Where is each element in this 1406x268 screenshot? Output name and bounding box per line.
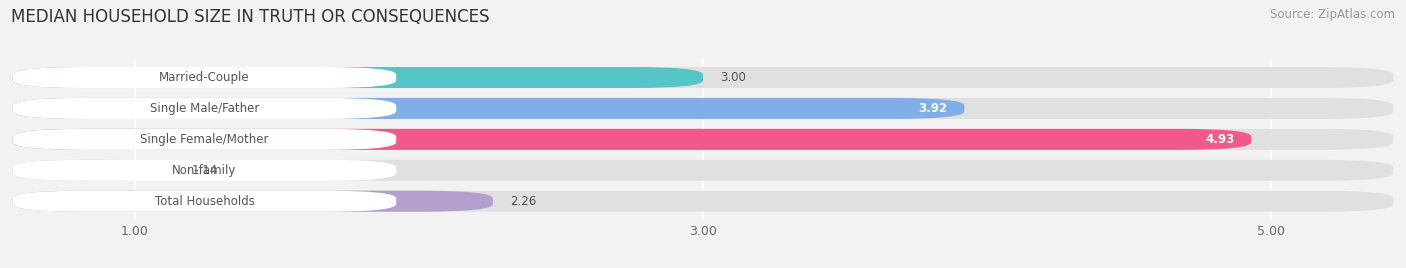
Text: Non-family: Non-family xyxy=(173,164,236,177)
FancyBboxPatch shape xyxy=(13,129,1393,150)
FancyBboxPatch shape xyxy=(13,191,492,212)
FancyBboxPatch shape xyxy=(13,98,396,119)
FancyBboxPatch shape xyxy=(13,67,1393,88)
Text: 3.00: 3.00 xyxy=(720,71,747,84)
Text: Single Female/Mother: Single Female/Mother xyxy=(141,133,269,146)
FancyBboxPatch shape xyxy=(13,129,396,150)
FancyBboxPatch shape xyxy=(13,129,1251,150)
FancyBboxPatch shape xyxy=(13,67,703,88)
FancyBboxPatch shape xyxy=(13,160,1393,181)
FancyBboxPatch shape xyxy=(13,160,174,181)
Text: Married-Couple: Married-Couple xyxy=(159,71,250,84)
Text: 1.14: 1.14 xyxy=(191,164,218,177)
FancyBboxPatch shape xyxy=(13,191,1393,212)
FancyBboxPatch shape xyxy=(13,67,396,88)
Text: 2.26: 2.26 xyxy=(510,195,536,208)
Text: Source: ZipAtlas.com: Source: ZipAtlas.com xyxy=(1270,8,1395,21)
FancyBboxPatch shape xyxy=(13,160,396,181)
Text: Total Households: Total Households xyxy=(155,195,254,208)
Text: 4.93: 4.93 xyxy=(1205,133,1234,146)
Text: Single Male/Father: Single Male/Father xyxy=(150,102,259,115)
FancyBboxPatch shape xyxy=(13,98,965,119)
Text: MEDIAN HOUSEHOLD SIZE IN TRUTH OR CONSEQUENCES: MEDIAN HOUSEHOLD SIZE IN TRUTH OR CONSEQ… xyxy=(11,8,489,26)
FancyBboxPatch shape xyxy=(13,98,1393,119)
Text: 3.92: 3.92 xyxy=(918,102,948,115)
FancyBboxPatch shape xyxy=(13,191,396,212)
